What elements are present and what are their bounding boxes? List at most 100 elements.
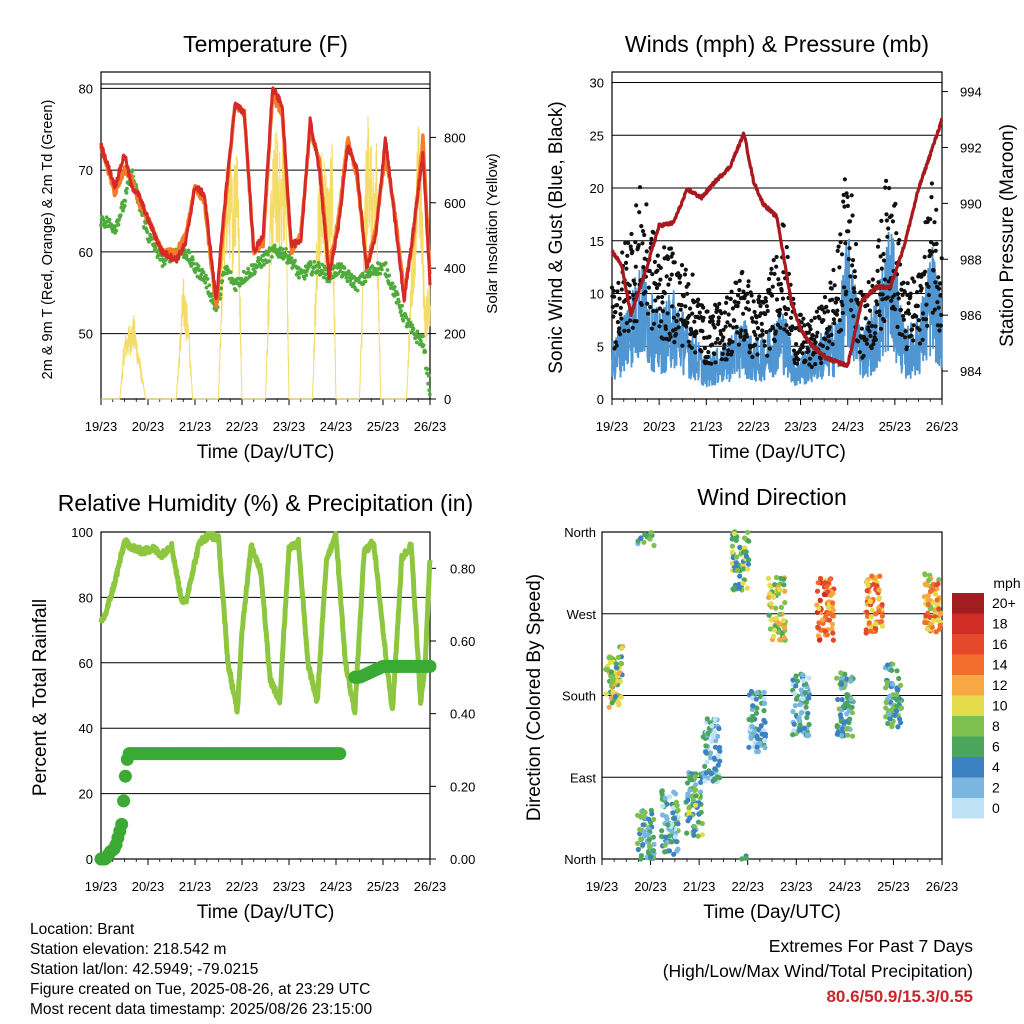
- gust-point: [615, 320, 621, 325]
- direction-point: [879, 613, 886, 619]
- gust-point: [827, 325, 832, 330]
- gust-point: [889, 298, 894, 303]
- gust-point: [769, 293, 775, 298]
- direction-point: [750, 703, 756, 709]
- dewpoint-point: [150, 236, 155, 241]
- gust-point: [759, 321, 764, 326]
- gust-point: [924, 302, 929, 307]
- direction-point: [927, 621, 934, 627]
- gust-point: [618, 312, 623, 317]
- direction-point: [716, 726, 722, 732]
- chart-title: Temperature (F): [183, 31, 348, 57]
- gust-point: [800, 351, 805, 356]
- direction-point: [866, 620, 872, 626]
- y-axis-label: Direction (Colored By Speed): [524, 574, 545, 821]
- y-tick-label: 5: [597, 339, 604, 354]
- gust-point: [613, 310, 618, 315]
- y2-tick-label: 0.80: [450, 561, 475, 576]
- gust-point: [853, 242, 859, 247]
- gust-point: [745, 291, 750, 296]
- gust-point: [677, 280, 683, 285]
- gust-point: [884, 212, 889, 217]
- dewpoint-point: [378, 271, 383, 276]
- y-tick-label: 80: [79, 81, 93, 96]
- direction-point: [729, 549, 736, 555]
- gust-point: [736, 300, 741, 305]
- direction-point: [713, 738, 719, 744]
- gust-point: [829, 286, 834, 291]
- y2-tick-label: 200: [444, 327, 466, 342]
- direction-point: [702, 763, 708, 770]
- gust-point: [681, 294, 686, 299]
- gust-point: [746, 283, 751, 289]
- dewpoint-point: [218, 292, 223, 297]
- dewpoint-point: [302, 276, 307, 281]
- gust-point: [833, 300, 839, 305]
- gust-point: [779, 288, 784, 293]
- direction-point: [754, 733, 760, 740]
- gust-point: [724, 295, 730, 300]
- gust-point: [889, 213, 894, 218]
- gust-point: [685, 320, 690, 325]
- direction-point: [685, 791, 691, 797]
- gust-point: [665, 311, 670, 316]
- gust-point: [651, 308, 656, 314]
- direction-point: [672, 791, 679, 797]
- precip-point: [118, 769, 132, 783]
- gust-point: [857, 350, 862, 355]
- direction-point: [873, 611, 879, 617]
- direction-point: [640, 842, 646, 848]
- gust-point: [664, 274, 669, 279]
- dewpoint-point: [289, 256, 294, 260]
- gust-point: [666, 282, 671, 287]
- direction-point: [806, 721, 812, 728]
- gust-point: [628, 318, 633, 323]
- x-tick-label: 21/23: [683, 879, 716, 894]
- direction-point: [896, 675, 902, 682]
- gust-point: [830, 342, 835, 347]
- legend-label: 0: [992, 800, 1000, 816]
- gust-point: [813, 362, 818, 367]
- gust-point: [748, 290, 753, 295]
- gust-point: [686, 339, 691, 344]
- gust-point: [861, 353, 866, 358]
- gust-point: [715, 336, 720, 342]
- dewpoint-point: [220, 279, 225, 283]
- chart-title: Wind Direction: [697, 484, 847, 510]
- y-tick-label: 20: [79, 787, 93, 802]
- dewpoint-point: [204, 285, 209, 290]
- direction-point: [761, 689, 767, 696]
- dewpoint-point: [310, 272, 314, 277]
- direction-point: [737, 544, 743, 551]
- gust-point: [806, 349, 811, 354]
- gust-point: [915, 303, 921, 309]
- gust-point: [693, 350, 698, 355]
- gust-point: [701, 315, 706, 320]
- dewpoint-point: [315, 269, 320, 273]
- dewpoint-point: [124, 191, 129, 195]
- gust-point: [911, 323, 916, 328]
- direction-point: [685, 797, 691, 803]
- gust-point: [876, 280, 881, 285]
- dewpoint-point: [351, 281, 356, 286]
- gust-point: [673, 327, 678, 332]
- gust-point: [881, 251, 886, 257]
- direction-point: [687, 775, 693, 781]
- direction-point: [876, 595, 883, 601]
- gust-point: [680, 343, 685, 348]
- gust-point: [747, 350, 752, 355]
- direction-point: [806, 695, 812, 701]
- dewpoint-point: [339, 262, 344, 267]
- gust-point: [864, 337, 869, 342]
- gust-point: [801, 316, 806, 321]
- direction-point: [839, 675, 845, 681]
- y2-tick-label: 800: [444, 130, 466, 145]
- gust-point: [705, 309, 710, 314]
- gust-point: [660, 294, 665, 300]
- x-tick-label: 23/23: [273, 419, 306, 434]
- direction-point: [864, 609, 870, 615]
- gust-point: [884, 218, 890, 223]
- dewpoint-point: [425, 367, 430, 371]
- direction-point: [650, 848, 657, 854]
- direction-point: [699, 832, 706, 838]
